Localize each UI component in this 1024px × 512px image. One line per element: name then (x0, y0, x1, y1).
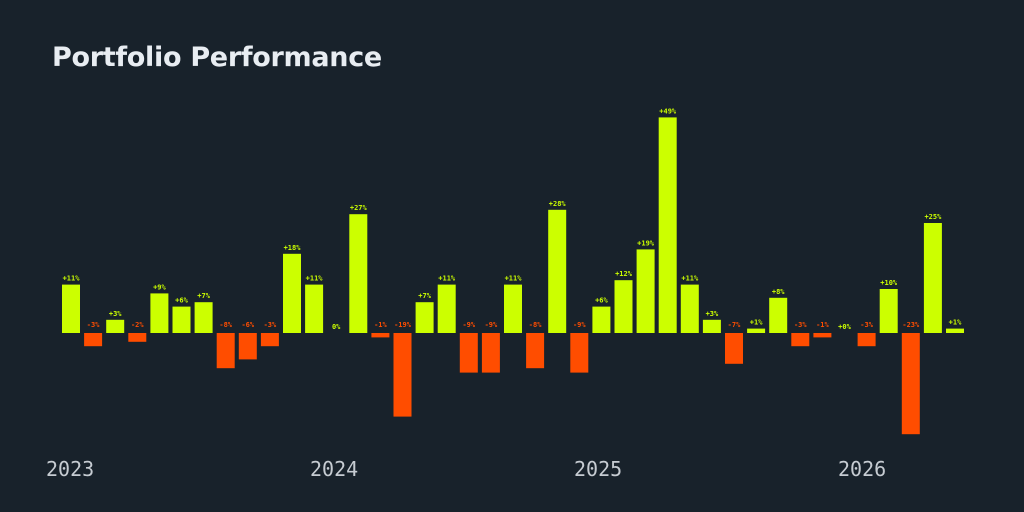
bar-label-21: -8% (529, 321, 542, 329)
bar-label-32: +8% (772, 288, 785, 296)
bar-label-37: +10% (880, 279, 898, 287)
bar-3 (128, 333, 147, 342)
bar-label-19: -9% (485, 321, 498, 329)
bar-label-34: -1% (816, 321, 829, 329)
x-tick-label-2026: 2026 (838, 457, 886, 481)
bar-label-8: -6% (241, 321, 254, 329)
bar-label-17: +11% (438, 275, 456, 283)
bar-label-24: +6% (595, 297, 608, 305)
bar-26 (636, 249, 655, 333)
bar-30 (725, 333, 743, 364)
x-tick-label-2023: 2023 (46, 457, 94, 481)
bar-label-31: +1% (750, 319, 763, 327)
bar-label-7: -8% (219, 321, 232, 329)
bar-13 (349, 214, 368, 333)
bar-label-27: +49% (659, 107, 677, 115)
bar-28 (680, 284, 699, 333)
bar-19 (481, 333, 500, 373)
bar-17 (437, 284, 456, 333)
bar-6 (194, 302, 213, 333)
bar-label-0: +11% (63, 275, 81, 283)
chart-title: Portfolio Performance (52, 42, 382, 73)
bar-39 (923, 223, 942, 333)
bar-38 (901, 333, 920, 435)
bar-9 (260, 333, 279, 347)
bar-2 (106, 319, 125, 333)
bar-36 (857, 333, 876, 347)
bar-label-28: +11% (681, 275, 699, 283)
bar-0 (62, 284, 80, 333)
bar-7 (216, 333, 235, 369)
bar-29 (702, 319, 721, 333)
bar-label-35: +0% (838, 323, 851, 331)
bar-label-12: 0% (332, 323, 341, 331)
bar-label-22: +28% (549, 200, 567, 208)
bar-11 (305, 284, 324, 333)
bar-27 (658, 117, 677, 334)
bar-4 (150, 293, 169, 333)
bar-21 (526, 333, 545, 369)
bar-label-16: +7% (418, 292, 431, 300)
bar-label-39: +25% (924, 213, 942, 221)
bar-label-2: +3% (109, 310, 122, 318)
bar-label-9: -3% (264, 321, 277, 329)
bar-15 (393, 333, 412, 417)
bar-label-1: -3% (87, 321, 100, 329)
bar-label-40: +1% (949, 319, 962, 327)
bar-label-25: +12% (615, 270, 633, 278)
bar-label-5: +6% (175, 297, 188, 305)
bar-24 (592, 306, 611, 333)
bar-label-30: -7% (728, 321, 741, 329)
bar-label-11: +11% (306, 275, 324, 283)
bar-label-10: +18% (284, 244, 302, 252)
bar-label-23: -9% (573, 321, 586, 329)
bar-label-4: +9% (153, 283, 166, 291)
bar-label-18: -9% (462, 321, 475, 329)
bar-10 (283, 253, 301, 333)
x-tick-label-2024: 2024 (310, 457, 358, 481)
bar-label-26: +19% (637, 239, 655, 247)
bar-label-33: -3% (794, 321, 807, 329)
bar-23 (570, 333, 589, 373)
bar-25 (614, 280, 633, 333)
bar-label-3: -2% (131, 321, 144, 329)
bar-label-36: -3% (860, 321, 873, 329)
bar-label-15: -19% (394, 321, 412, 329)
bar-8 (238, 333, 257, 360)
bar-31 (747, 328, 766, 333)
bar-label-13: +27% (350, 204, 368, 212)
bar-14 (371, 333, 390, 338)
bar-label-29: +3% (706, 310, 719, 318)
x-tick-label-2025: 2025 (574, 457, 622, 481)
bar-32 (769, 297, 788, 333)
bar-34 (813, 333, 832, 338)
bar-16 (415, 302, 434, 333)
bar-1 (84, 333, 103, 347)
bar-label-38: -23% (902, 321, 920, 329)
bar-18 (459, 333, 478, 373)
bar-label-14: -1% (374, 321, 387, 329)
bar-40 (946, 328, 964, 333)
bar-22 (548, 209, 567, 333)
bar-37 (879, 289, 898, 333)
bar-20 (504, 284, 522, 333)
bar-label-20: +11% (505, 275, 523, 283)
bar-5 (172, 306, 191, 333)
bar-label-6: +7% (197, 292, 210, 300)
bar-33 (791, 333, 810, 347)
